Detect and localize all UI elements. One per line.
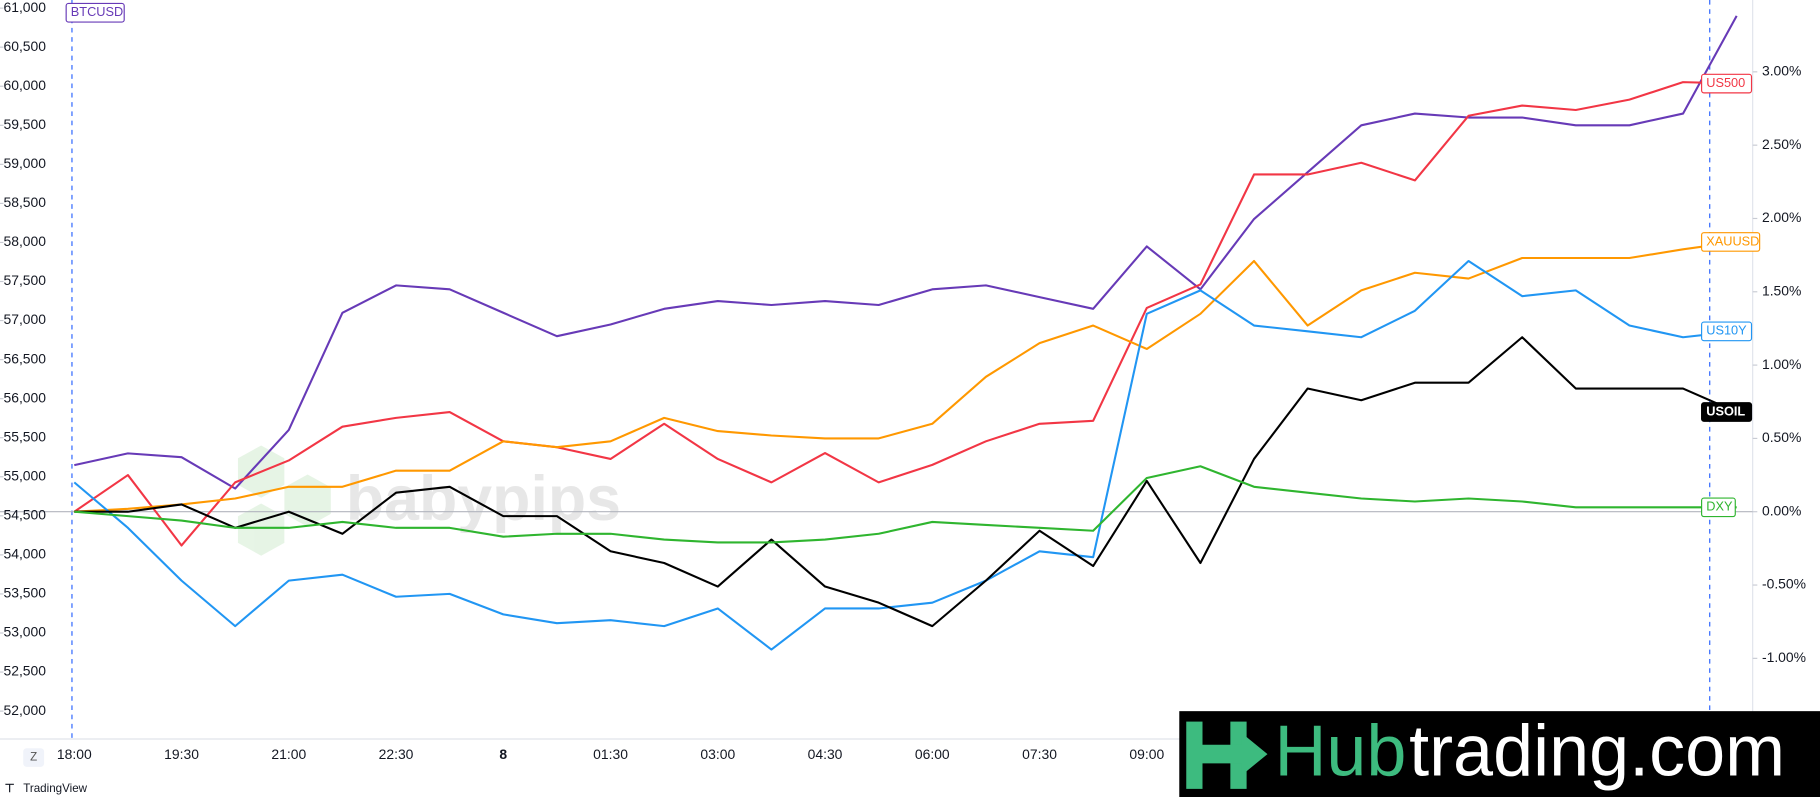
y2-tick-label: 0.00%: [1762, 502, 1801, 518]
y-tick-label: 57,500: [3, 272, 46, 288]
x-tick-label: 18:00: [57, 746, 92, 762]
x-tick-label: 8: [499, 746, 507, 762]
y-tick-label: 58,500: [3, 194, 46, 210]
series-line: [74, 336, 1738, 628]
plot-area: [0, 15, 1753, 651]
series-label-box: [1701, 232, 1761, 252]
x-tick-label: 01:30: [593, 746, 628, 762]
logo-text: trading.com: [1409, 711, 1785, 791]
brand: TradingView: [23, 782, 87, 795]
y-tick-label: 59,500: [3, 116, 46, 132]
series-line: [73, 81, 1737, 547]
y-tick-label: 56,500: [3, 350, 46, 366]
y2-tick-label: 2.50%: [1762, 136, 1801, 152]
x-tick-label: 19:30: [164, 746, 199, 762]
y-tick-label: 58,000: [3, 233, 46, 249]
y-tick-label: 61,000: [3, 0, 46, 15]
series-label-box: [1701, 73, 1753, 94]
y2-tick-label: 1.50%: [1762, 282, 1801, 298]
series-line: [74, 465, 1737, 544]
x-tick-label: 04:30: [808, 746, 843, 762]
series-label: US10Y: [1706, 323, 1747, 338]
x-tick-label: 09:00: [1129, 746, 1164, 762]
watermark: babypips: [346, 464, 621, 534]
logo-text: Hub: [1274, 711, 1406, 791]
x-tick-label: 06:00: [915, 746, 950, 762]
logo-background: [1179, 711, 1820, 797]
y2-tick-label: 1.00%: [1762, 356, 1801, 372]
logo: Hub trading.com: [1179, 711, 1820, 797]
series-label: DXY: [1706, 499, 1733, 514]
x-tick-label: 03:00: [700, 746, 735, 762]
y-tick-label: 53,500: [3, 585, 46, 601]
series-label-box: [65, 2, 125, 23]
series-label-box: [1701, 321, 1753, 342]
y-tick-label: 52,000: [3, 702, 46, 718]
y-tick-label: 54,500: [3, 507, 46, 523]
y-tick-label: 57,000: [3, 311, 46, 327]
zoom-button[interactable]: [23, 748, 45, 767]
logo-icon: [1186, 721, 1203, 789]
y2-tick-label: 3.00%: [1762, 63, 1801, 79]
y2-tick-label: -0.50%: [1762, 576, 1806, 592]
x-tick-label: 22:30: [379, 746, 414, 762]
y-tick-label: 53,000: [3, 624, 46, 640]
series-label: US500: [1706, 75, 1745, 90]
y-tick-label: 55,500: [3, 428, 46, 444]
series-label: BTCUSD: [71, 4, 123, 19]
x-tick-label: 21:00: [271, 746, 306, 762]
y2-tick-label: -1.00%: [1762, 649, 1806, 665]
y-tick-label: 59,000: [3, 155, 46, 171]
logo-icon: [1202, 733, 1268, 775]
y-tick-label: 60,500: [3, 38, 46, 54]
series-label-box: [1701, 497, 1736, 518]
zoom-button-label[interactable]: Z: [30, 751, 37, 764]
series-labels: BTCUSD US500 XAUUSD US10Y USOIL DXY: [65, 2, 1761, 518]
series-line: [74, 240, 1737, 513]
series-label: USOIL: [1706, 403, 1745, 418]
y2-tick-label: 2.00%: [1762, 209, 1801, 225]
series-line: [73, 259, 1737, 651]
x-tick-label: 07:30: [1022, 746, 1057, 762]
y-tick-label: 60,000: [3, 77, 46, 93]
series-label-box: [1701, 402, 1753, 422]
series-line: [74, 15, 1738, 490]
y-tick-label: 55,000: [3, 467, 46, 483]
brand-icon: ⊤: [5, 782, 15, 795]
y-tick-label: 54,000: [3, 546, 46, 562]
y-tick-label: 52,500: [3, 663, 46, 679]
series-label: XAUUSD: [1706, 233, 1759, 248]
y2-tick-label: 0.50%: [1762, 429, 1801, 445]
y-tick-label: 56,000: [3, 389, 46, 405]
